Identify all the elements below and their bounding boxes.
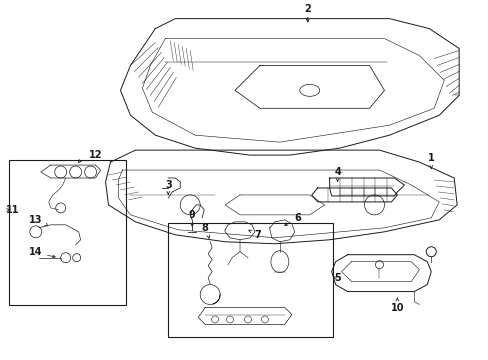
Bar [168,223,332,337]
Text: 13: 13 [29,215,42,225]
Text: 11: 11 [6,205,20,215]
Text: 6: 6 [294,213,301,223]
Text: 9: 9 [188,210,195,220]
Bar [9,160,126,305]
Text: 10: 10 [390,302,403,312]
Text: 8: 8 [202,223,208,233]
Text: 14: 14 [29,247,42,257]
Text: 7: 7 [254,230,261,240]
Text: 1: 1 [427,153,434,163]
Text: 12: 12 [89,150,102,160]
Text: 4: 4 [334,167,340,177]
Text: 3: 3 [164,180,171,190]
Text: 2: 2 [304,4,310,14]
Text: 5: 5 [334,273,340,283]
